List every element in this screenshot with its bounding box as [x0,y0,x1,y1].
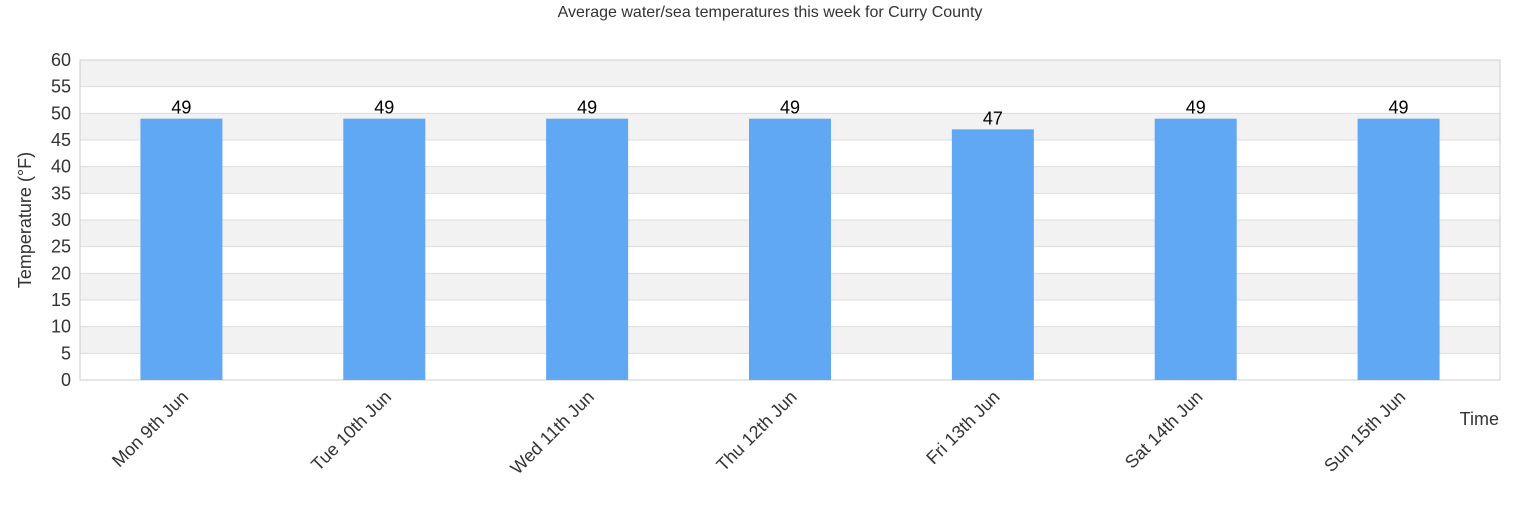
y-tick-label: 35 [51,183,71,203]
x-tick-label: Sun 15th Jun [1320,387,1409,476]
y-tick-label: 0 [61,370,71,390]
bar-value-label: 49 [577,98,597,118]
y-tick-label: 10 [51,317,71,337]
bar [1357,118,1440,381]
bar-value-label: 49 [171,98,191,118]
y-tick-label: 60 [51,50,71,70]
x-tick-label: Tue 10th Jun [307,387,395,475]
y-tick-label: 15 [51,290,71,310]
bar-series [140,118,1440,381]
bar [749,118,831,381]
y-tick-label: 50 [51,103,71,123]
bar-value-label: 47 [983,108,1003,128]
x-tick-label: Mon 9th Jun [108,387,192,471]
bar-value-label: 49 [1186,98,1206,118]
x-tick-label: Sat 14th Jun [1121,387,1207,473]
y-tick-label: 45 [51,130,71,150]
bar [951,129,1034,380]
y-tick-label: 55 [51,77,71,97]
y-tick-label: 20 [51,263,71,283]
bar-value-label: 49 [374,98,394,118]
data-labels: 49 49 49 49 47 49 49 [171,98,1408,129]
x-axis-ticks: Mon 9th Jun Tue 10th Jun Wed 11th Jun Thu 1… [108,387,1409,479]
x-tick-label: Wed 11th Jun [506,387,598,479]
x-tick-label: Thu 12th Jun [712,387,800,475]
y-tick-label: 25 [51,237,71,257]
bar [140,118,223,381]
plot-band [80,60,1500,87]
plot-band [80,86,1500,114]
y-tick-label: 40 [51,157,71,177]
chart-title: Average water/sea temperatures this week… [558,4,983,21]
y-tick-label: 5 [61,343,71,363]
bar-value-label: 49 [780,98,800,118]
y-axis-ticks: 0 5 10 15 20 25 30 35 40 45 50 55 60 [51,50,71,390]
y-axis-label: Temperature (°F) [15,152,35,288]
x-tick-label: Fri 13th Jun [922,387,1003,468]
x-axis-label: Time [1460,409,1499,429]
y-tick-label: 30 [51,210,71,230]
bar [1154,118,1237,381]
bar [546,118,629,381]
bar-value-label: 49 [1389,98,1409,118]
bar [343,118,426,381]
